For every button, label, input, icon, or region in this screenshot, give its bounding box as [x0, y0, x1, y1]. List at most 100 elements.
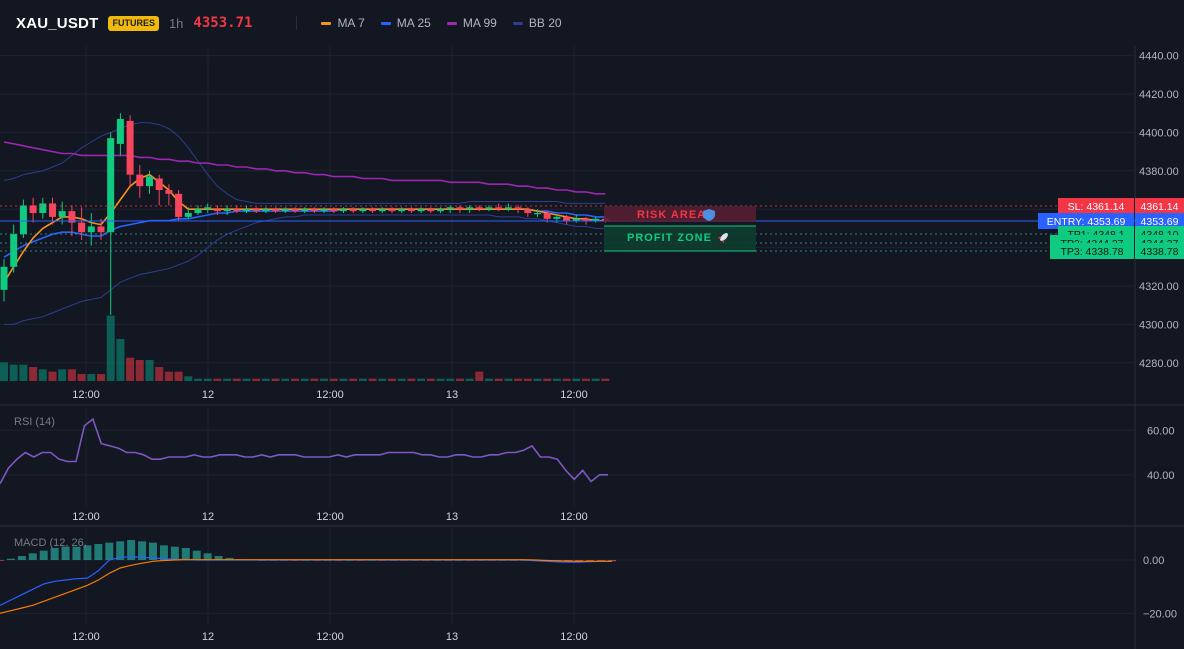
- timeframe-selector[interactable]: 1h: [168, 15, 184, 31]
- volume-bar: [504, 378, 513, 381]
- volume-bar: [494, 378, 503, 381]
- candle-body: [310, 209, 318, 212]
- tp3-price-tag-bg: [1135, 243, 1184, 259]
- volume-bar: [77, 374, 86, 381]
- rsi-pane: RSI (14) 60.00 40.00: [0, 416, 1175, 485]
- volume-bar: [232, 378, 241, 381]
- legend-ma25[interactable]: MA 25: [380, 16, 431, 30]
- volume-bar: [261, 378, 270, 381]
- risk-zone[interactable]: [604, 206, 756, 222]
- volume-bar: [543, 378, 552, 381]
- time-tick-label: 12:00: [316, 389, 344, 401]
- legend-ma99[interactable]: MA 99: [446, 16, 497, 30]
- candle-body: [320, 209, 328, 212]
- macd-histogram-bar: [105, 542, 114, 560]
- volume-bar: [533, 378, 542, 381]
- time-tick-label: 12:00: [560, 389, 588, 401]
- volume-bar: [38, 369, 47, 381]
- volume-bar: [9, 364, 18, 381]
- macd-tick-label: 0.00: [1143, 555, 1164, 567]
- volume-bar: [368, 378, 377, 381]
- time-tick-label: 12:00: [72, 389, 100, 401]
- candle-body: [563, 216, 571, 221]
- volume-bar: [388, 378, 396, 381]
- candle-body: [330, 209, 338, 212]
- ma99-line: [3, 141, 606, 195]
- volume-bar: [184, 376, 193, 381]
- indicator-legend: MA 7 MA 25 MA 99 BB 20: [321, 16, 562, 30]
- rsi-line: [0, 417, 608, 485]
- volume-bar: [67, 369, 76, 381]
- macd-histogram-bar: [127, 540, 136, 560]
- candle-body: [417, 209, 425, 212]
- signal-line: [0, 559, 612, 614]
- volume-bar: [203, 378, 212, 381]
- time-tick-label: 12:00: [72, 511, 100, 523]
- overlays: [3, 122, 606, 325]
- candle-body: [504, 207, 512, 210]
- legend-ma7[interactable]: MA 7: [321, 16, 365, 30]
- volume-bar: [349, 378, 358, 381]
- candle-body: [194, 209, 202, 214]
- volume-bar: [407, 378, 416, 381]
- price-tick-label: 4400.00: [1139, 127, 1179, 139]
- volume-bar: [339, 378, 348, 381]
- volume-bar: [397, 378, 406, 381]
- risk-area-label: RISK AREA: [637, 209, 706, 221]
- volume-bar: [174, 371, 183, 381]
- candle-body: [146, 176, 153, 187]
- price-tick-label: 4420.00: [1139, 89, 1179, 101]
- tp3-label: TP3: 4338.78: [1060, 246, 1123, 258]
- candle-body: [243, 209, 250, 212]
- volume-bar: [562, 378, 571, 381]
- volume-bar: [58, 369, 67, 381]
- entry-price-tag-bg: [1135, 213, 1184, 229]
- candle-body: [252, 209, 260, 212]
- volume-bar: [252, 378, 261, 381]
- macd-histogram-bar: [72, 546, 81, 560]
- tp3-price-tag: 4338.78: [1141, 246, 1179, 258]
- candle-body: [262, 209, 270, 212]
- volume-bar: [0, 362, 8, 381]
- volume-bar: [300, 378, 309, 381]
- ma99-swatch: [446, 21, 457, 25]
- volume-bar: [164, 371, 173, 381]
- candle-body: [369, 209, 377, 212]
- rsi-tick-label: 40.00: [1147, 470, 1175, 482]
- volume-bar: [271, 378, 280, 381]
- candle-body: [398, 209, 406, 212]
- candle-body: [175, 193, 183, 217]
- profit-zone[interactable]: [604, 226, 756, 251]
- macd-histogram-bar: [159, 545, 168, 560]
- price-tick-label: 4280.00: [1139, 358, 1179, 370]
- candle-body: [427, 209, 435, 212]
- volume-bar: [281, 378, 290, 381]
- last-price: 4353.71: [193, 15, 253, 31]
- candle-body: [78, 222, 86, 233]
- price-tick-label: 4300.00: [1139, 319, 1179, 331]
- candle-body: [87, 226, 95, 233]
- time-tick-label: 12: [202, 389, 214, 401]
- entry-label-bg: [1038, 213, 1134, 229]
- macd-histogram-bar: [608, 560, 616, 562]
- time-tick-label: 12:00: [316, 631, 344, 643]
- time-tick-label: 13: [446, 389, 458, 401]
- volume-bar: [291, 378, 299, 381]
- legend-ma7-label: MA 7: [337, 16, 365, 30]
- candle-body: [446, 207, 454, 210]
- macd-title: MACD (12, 26,: [14, 537, 87, 549]
- macd-histogram-bar: [17, 556, 26, 560]
- legend-bb20-label: BB 20: [528, 16, 562, 30]
- macd-histogram-bar: [6, 558, 15, 560]
- shield-icon: [703, 209, 715, 221]
- price-tick-label: 4320.00: [1139, 281, 1179, 293]
- macd-histogram-bar: [83, 545, 92, 560]
- candle-body: [582, 218, 590, 221]
- sl-label: SL: 4361.14: [1068, 201, 1125, 213]
- symbol-name[interactable]: XAU_USDT: [16, 14, 99, 32]
- volume-bar: [601, 378, 610, 381]
- rsi-tick-label: 60.00: [1147, 425, 1175, 437]
- legend-bb20[interactable]: BB 20: [512, 16, 562, 30]
